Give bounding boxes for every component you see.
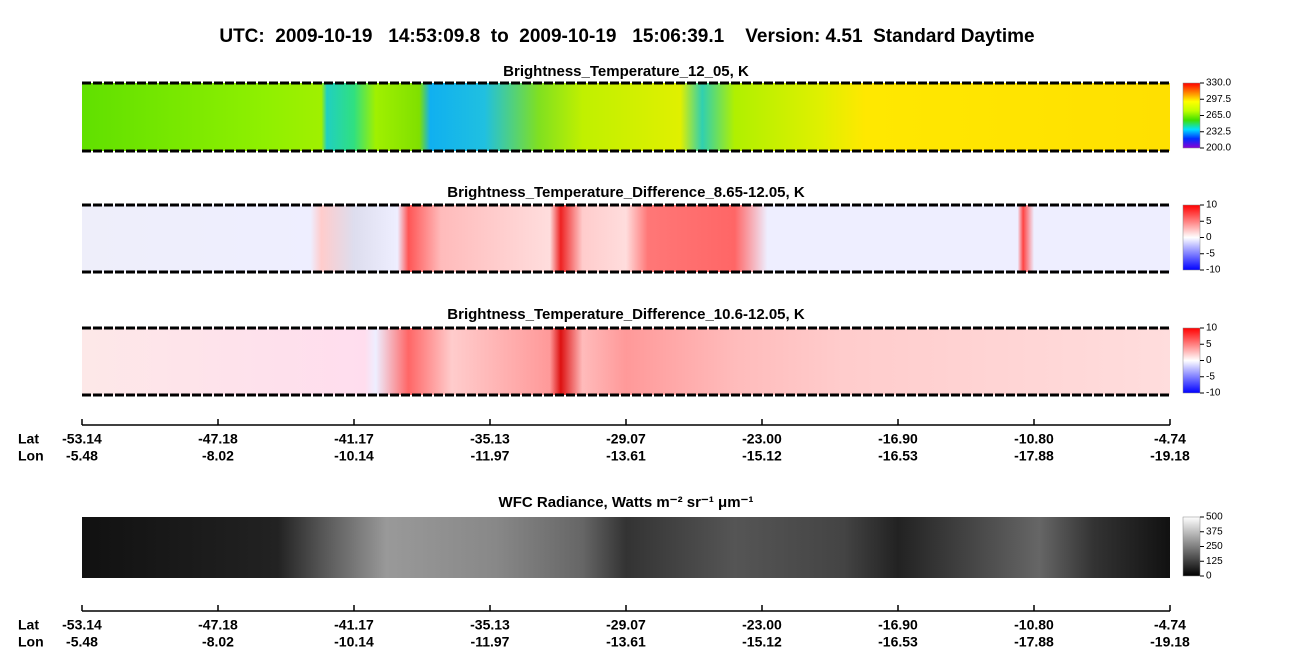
colorbar-tick-label: 10: [1206, 323, 1218, 334]
lon-tick-label: -15.12: [742, 448, 782, 464]
image-strip: [82, 517, 1170, 578]
colorbar-tick-label: -10: [1206, 388, 1221, 399]
colorbar-tick-label: 500: [1206, 512, 1223, 523]
lon-tick-label: -16.53: [878, 448, 918, 464]
colorbar-tick-label: -5: [1206, 248, 1215, 259]
colorbar-tick-label: 5: [1206, 216, 1212, 227]
lat-tick-label: -29.07: [606, 431, 646, 447]
lon-tick-label: -5.48: [66, 634, 98, 650]
colorbar-tick-label: 232.5: [1206, 126, 1231, 137]
colorbar-tick-label: 265.0: [1206, 110, 1231, 121]
image-strip: [82, 83, 1170, 151]
lat-tick-label: -16.90: [878, 431, 918, 447]
colorbar-tick-label: 0: [1206, 232, 1212, 243]
lon-tick-label: -8.02: [202, 448, 234, 464]
colorbar: [1182, 327, 1201, 394]
colorbar: [1182, 204, 1201, 271]
axis-label: Lon: [18, 634, 44, 650]
lat-tick-label: -10.80: [1014, 431, 1054, 447]
lat-tick-label: -23.00: [742, 431, 782, 447]
chart-title: UTC: 2009-10-19 14:53:09.8 to 2009-10-19…: [219, 26, 1034, 47]
colorbar-tick-label: 297.5: [1206, 94, 1231, 105]
colorbar-tick-label: 375: [1206, 526, 1223, 537]
lat-tick-label: -47.18: [198, 617, 238, 633]
lon-tick-label: -10.14: [334, 448, 374, 464]
lon-tick-label: -10.14: [334, 634, 374, 650]
lat-tick-label: -35.13: [470, 617, 510, 633]
lat-tick-label: -53.14: [62, 617, 102, 633]
lat-tick-label: -41.17: [334, 617, 374, 633]
axis-label: Lon: [18, 448, 44, 464]
lon-tick-label: -11.97: [471, 448, 510, 464]
colorbar-tick-label: -5: [1206, 371, 1215, 382]
axis-label: Lat: [18, 617, 39, 633]
lat-tick-label: -35.13: [470, 431, 510, 447]
panel-title: Brightness_Temperature_12_05, K: [503, 63, 749, 80]
panel-title: Brightness_Temperature_Difference_8.65-1…: [447, 184, 805, 201]
lon-tick-label: -8.02: [202, 634, 234, 650]
lat-tick-label: -29.07: [606, 617, 646, 633]
lon-tick-label: -16.53: [878, 634, 918, 650]
panel-title: WFC Radiance, Watts m⁻² sr⁻¹ μm⁻¹: [499, 494, 754, 511]
panel-title: Brightness_Temperature_Difference_10.6-1…: [447, 306, 805, 323]
image-strip: [82, 328, 1170, 395]
lat-tick-label: -23.00: [742, 617, 782, 633]
axis-label: Lat: [18, 431, 39, 447]
lat-tick-label: -53.14: [62, 431, 102, 447]
lon-tick-label: -19.18: [1150, 634, 1190, 650]
lon-tick-label: -17.88: [1014, 634, 1054, 650]
colorbar-tick-label: 330.0: [1206, 78, 1231, 89]
colorbar-tick-label: 0: [1206, 355, 1212, 366]
lat-tick-label: -10.80: [1014, 617, 1054, 633]
colorbar-tick-label: 200.0: [1206, 143, 1231, 154]
lat-tick-label: -41.17: [334, 431, 374, 447]
colorbar-tick-label: 250: [1206, 541, 1223, 552]
lon-tick-label: -11.97: [471, 634, 510, 650]
colorbar: [1182, 82, 1201, 149]
colorbar: [1182, 516, 1201, 577]
lat-tick-label: -16.90: [878, 617, 918, 633]
colorbar-tick-label: 125: [1206, 556, 1223, 567]
colorbar-tick-label: 0: [1206, 571, 1212, 582]
colorbar-tick-label: 10: [1206, 200, 1218, 211]
lon-tick-label: -15.12: [742, 634, 782, 650]
lat-tick-label: -4.74: [1154, 617, 1186, 633]
lon-tick-label: -13.61: [606, 448, 646, 464]
colorbar-tick-label: -10: [1206, 265, 1221, 276]
lat-tick-label: -4.74: [1154, 431, 1186, 447]
lon-tick-label: -19.18: [1150, 448, 1190, 464]
lon-tick-label: -5.48: [66, 448, 98, 464]
lon-tick-label: -13.61: [606, 634, 646, 650]
lon-tick-label: -17.88: [1014, 448, 1054, 464]
image-strip: [82, 205, 1170, 272]
lat-tick-label: -47.18: [198, 431, 238, 447]
colorbar-tick-label: 5: [1206, 339, 1212, 350]
